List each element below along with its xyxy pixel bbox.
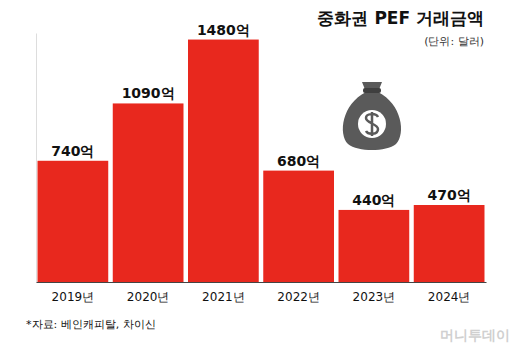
bar <box>339 210 410 282</box>
data-labels: 740억 1090억 1480억 680억 440억 470억 <box>51 22 470 208</box>
chart: 740억 1090억 1480억 680억 440억 470억 2019년 2020년 2021… <box>0 0 520 353</box>
x-axis-line <box>37 282 487 283</box>
bar <box>263 171 334 282</box>
bag <box>343 82 401 150</box>
x-tick: 2023년 <box>353 282 396 304</box>
x-tick-label: 2022년 <box>277 290 320 304</box>
data-label: 470억 <box>428 187 471 203</box>
background <box>0 0 520 353</box>
x-tick-label: 2020년 <box>127 290 170 304</box>
y-axis-line <box>36 34 37 283</box>
source: *자료: 베인캐피탈, 차이신 <box>26 318 156 331</box>
x-tick: 2020년 <box>127 282 170 304</box>
title: 중화권 PEF 거래금액 <box>317 8 484 28</box>
data-label: 440억 <box>352 192 395 208</box>
x-tick: 2021년 <box>202 282 245 304</box>
x-tick: 2019년 <box>52 282 95 304</box>
bar <box>188 40 259 282</box>
bag-knot <box>363 88 381 93</box>
y-axis <box>36 34 37 283</box>
watermark: 머니투데이 <box>440 327 510 343</box>
data-label: 740억 <box>51 143 94 159</box>
subtitle: (단위: 달러) <box>424 35 484 48</box>
dollar-symbol <box>366 112 378 136</box>
x-tick-label: 2021년 <box>202 290 245 304</box>
bars <box>38 40 485 282</box>
x-tick: 2024년 <box>428 282 471 304</box>
x-axis: 2019년 2020년 2021년 2022년 2023년 2024년 <box>37 282 487 304</box>
bar <box>38 161 109 282</box>
data-label: 1090억 <box>122 85 175 101</box>
x-tick-label: 2019년 <box>52 290 95 304</box>
x-tick: 2022년 <box>277 282 320 304</box>
bar <box>414 205 485 282</box>
data-label: 1480억 <box>197 22 250 38</box>
bag-coin <box>358 110 386 138</box>
plot: 740억 1090억 1480억 680억 440억 470억 2019년 2020년 2021… <box>37 22 487 304</box>
bar <box>113 103 184 282</box>
x-tick-label: 2023년 <box>353 290 396 304</box>
x-tick-label: 2024년 <box>428 290 471 304</box>
money-bag-icon <box>343 82 401 150</box>
data-label: 680억 <box>277 153 320 169</box>
